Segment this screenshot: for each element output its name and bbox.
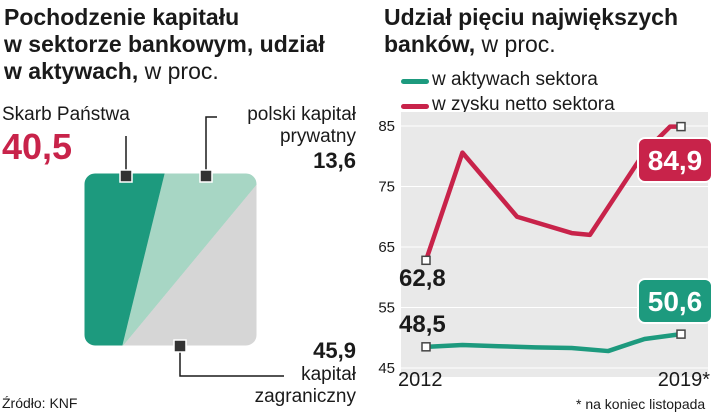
annotation-end-green: 50,6: [648, 286, 703, 317]
endpoint-marker: [676, 121, 686, 132]
leader-private-capital: [205, 116, 217, 172]
annotation-end-red-box: [637, 137, 713, 183]
y-tick-label: 45: [378, 360, 395, 377]
legend-swatch-profit: [401, 104, 429, 109]
foreign-capital-label-line2: zagraniczny: [254, 386, 356, 407]
right-chart-title: Udział pięciu największych banków, w pro…: [384, 4, 720, 58]
endpoint-marker: [421, 342, 431, 352]
y-tick-label: 65: [378, 239, 395, 256]
legend-label-assets: w aktywach sektora: [432, 69, 598, 90]
left-title-unit: w proc.: [138, 58, 219, 84]
y-tick-label: 85: [378, 118, 395, 135]
annotation-start-green: 48,5: [399, 311, 446, 338]
left-title-line2: w sektorze bankowym, udział: [4, 31, 325, 57]
private-capital-value: 13,6: [313, 148, 356, 173]
legend-swatch-assets: [401, 79, 429, 84]
x-tick-label: 2019*: [658, 369, 710, 391]
square-border: [81, 170, 260, 349]
right-title-line2: banków,: [384, 31, 476, 57]
left-chart-title: Pochodzenie kapitału w sektorze bankowym…: [4, 4, 374, 85]
leader-foreign-capital: [179, 346, 284, 377]
y-tick-label: 75: [378, 179, 395, 196]
x-tick-label: 2012: [398, 369, 443, 391]
state-treasury-label: Skarb Państwa: [2, 104, 130, 125]
source-note: Źródło: KNF: [2, 395, 78, 411]
foreign-capital-label-line1: kapitał: [301, 364, 356, 385]
private-capital-label-line1: polski kapitał: [247, 104, 356, 125]
series-line-0: [423, 331, 684, 354]
foreign-capital-value: 45,9: [313, 338, 356, 363]
right-title-unit: w proc.: [475, 31, 556, 57]
annotation-end-red: 84,9: [648, 145, 703, 176]
endpoint-marker: [676, 329, 686, 339]
footnote: * na koniec listopada: [576, 396, 706, 412]
slice-private-capital: [122, 172, 258, 347]
right-title-line1: Udział pięciu największych: [384, 4, 678, 30]
marker-private-capital: [199, 169, 213, 183]
legend-label-profit: w zysku netto sektora: [432, 94, 615, 115]
slice-foreign-capital-main: [122, 183, 258, 347]
annotation-start-red: 62,8: [399, 265, 446, 292]
y-tick-label: 55: [378, 300, 395, 317]
state-treasury-value: 40,5: [2, 126, 73, 167]
square-pie: [83, 172, 258, 347]
slice-state-treasury: [83, 172, 165, 347]
endpoint-marker: [421, 255, 431, 266]
private-capital-label-line2: prywatny: [279, 126, 356, 147]
left-title-line1: Pochodzenie kapitału: [4, 4, 240, 30]
series-line-1: [423, 124, 684, 263]
left-title-line3: w aktywach,: [4, 58, 139, 84]
annotation-end-green-box: [637, 278, 713, 324]
marker-state-treasury: [119, 169, 133, 183]
marker-foreign-capital: [173, 339, 187, 353]
